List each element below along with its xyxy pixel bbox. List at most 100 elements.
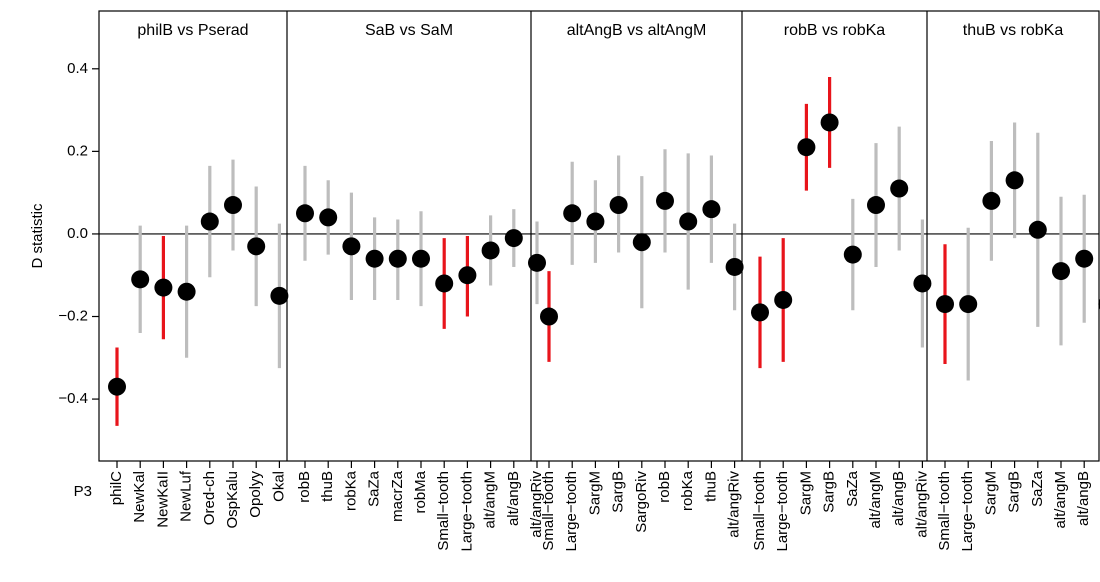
y-tick-label: 0.2: [67, 142, 88, 159]
data-point: [586, 212, 605, 231]
data-point: [1005, 171, 1024, 190]
plot-area: −0.4 −0.2 0.0 0.2 0.4 philB vs Pserad philC New…: [58, 10, 1100, 552]
y-tick-label: −0.2: [58, 307, 88, 324]
data-point: [679, 212, 698, 231]
x-tick-label: alt/angRiv: [1098, 471, 1100, 538]
row-label: P3: [74, 483, 92, 500]
x-tick-label: SargM: [586, 471, 603, 515]
data-point: [1028, 220, 1047, 239]
data-point: [959, 295, 978, 314]
data-point: [1052, 262, 1070, 281]
x-tick-label: Large−tooth: [774, 471, 791, 552]
data-point: [388, 249, 407, 268]
data-point: [504, 229, 523, 248]
data-point: [458, 266, 477, 285]
x-tick-label: alt/angB: [1075, 471, 1092, 526]
data-point: [224, 196, 242, 215]
data-point: [843, 245, 862, 264]
data-point: [656, 191, 674, 210]
data-point: [247, 237, 266, 256]
y-axis-title: D statistic: [29, 203, 46, 269]
data-point: [200, 212, 219, 231]
x-tick-label: NewLuf: [178, 470, 195, 522]
data-point: [563, 204, 582, 223]
data-point: [481, 241, 500, 260]
x-tick-label: alt/angM: [482, 471, 499, 529]
data-point: [435, 274, 454, 293]
x-tick-label: SaZa: [366, 470, 383, 507]
x-tick-label: Small−tooth: [936, 471, 953, 551]
panel-title: thuB vs robKa: [963, 22, 1064, 39]
x-tick-label: SargB: [821, 471, 838, 513]
data-point: [890, 179, 909, 198]
x-tick-label: alt/angM: [1052, 471, 1069, 529]
x-tick-label: SaZa: [1029, 470, 1046, 507]
data-point: [177, 282, 196, 301]
x-tick-label: alt/angRiv: [528, 471, 545, 538]
x-tick-label: NewKal: [131, 471, 148, 523]
data-point: [820, 113, 839, 132]
x-tick-label: Small−tooth: [540, 471, 557, 551]
x-tick-label: macrZa: [389, 470, 406, 521]
x-tick-label: OspKalu: [224, 471, 241, 529]
data-point: [632, 233, 651, 252]
y-tick-label: −0.4: [58, 390, 88, 407]
data-point: [342, 237, 361, 256]
x-tick-label: Okal: [270, 471, 287, 502]
data-point: [412, 249, 430, 268]
data-point: [108, 377, 126, 396]
x-tick-label: SargB: [1006, 471, 1023, 513]
x-tick-label: robB: [656, 471, 673, 503]
x-tick-label: alt/angB: [890, 471, 907, 526]
data-point: [609, 196, 628, 215]
data-point: [131, 270, 150, 289]
x-tick-label: robMa: [412, 470, 429, 513]
data-point: [774, 290, 793, 309]
x-tick-label: Small−tooth: [751, 471, 768, 551]
data-point: [1075, 249, 1094, 268]
data-point: [296, 204, 314, 223]
x-tick-label: Large−tooth: [563, 471, 580, 552]
panel-title: altAngB vs altAngM: [567, 22, 707, 39]
x-tick-label: robKa: [342, 470, 359, 511]
x-tick-label: Ored-ch: [201, 471, 218, 525]
x-tick-label: robB: [296, 471, 313, 503]
data-point: [702, 200, 721, 219]
x-tick-label: thuB: [702, 471, 719, 502]
data-point: [540, 307, 558, 326]
plot-frame: [98, 10, 1100, 462]
data-point: [751, 303, 769, 322]
panel-title: robB vs robKa: [784, 22, 885, 39]
x-tick-label: alt/angM: [867, 471, 884, 529]
x-tick-label: alt/angB: [505, 471, 522, 526]
data-point: [725, 257, 744, 276]
data-point: [528, 253, 546, 272]
x-tick-label: Large−tooth: [458, 471, 475, 552]
x-tick-label: SargB: [610, 471, 627, 513]
x-tick-label: robKa: [679, 470, 696, 511]
x-tick-label: SargM: [982, 471, 999, 515]
panel-title: SaB vs SaM: [365, 22, 453, 39]
y-tick-label: 0.4: [67, 60, 88, 77]
x-tick-label: SargM: [797, 471, 814, 515]
data-point: [913, 274, 932, 293]
data-point: [270, 286, 289, 305]
data-point: [982, 191, 1001, 210]
x-tick-label: alt/angRiv: [913, 471, 930, 538]
data-point: [936, 295, 954, 314]
x-tick-label: thuB: [319, 471, 336, 502]
data-point: [154, 278, 173, 297]
x-tick-label: Small−tooth: [435, 471, 452, 551]
x-tick-label: alt/angRiv: [726, 471, 743, 538]
x-tick-label: SargoRiv: [633, 471, 650, 533]
data-point: [365, 249, 384, 268]
x-tick-label: SaZa: [844, 470, 861, 507]
x-tick-label: Large−tooth: [959, 471, 976, 552]
x-tick-label: Opolyy: [247, 471, 264, 518]
data-point: [797, 138, 816, 157]
panel-title: philB vs Pserad: [137, 22, 248, 39]
data-point: [319, 208, 338, 227]
x-tick-label: NewKaII: [154, 471, 171, 528]
data-point: [867, 196, 885, 215]
